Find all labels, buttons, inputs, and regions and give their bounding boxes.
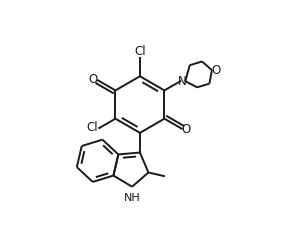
- Text: O: O: [182, 123, 191, 136]
- Text: O: O: [88, 73, 98, 86]
- Text: Cl: Cl: [134, 45, 146, 58]
- Text: N: N: [178, 75, 187, 88]
- Text: NH: NH: [124, 193, 140, 203]
- Text: Cl: Cl: [86, 121, 98, 134]
- Text: O: O: [211, 64, 220, 77]
